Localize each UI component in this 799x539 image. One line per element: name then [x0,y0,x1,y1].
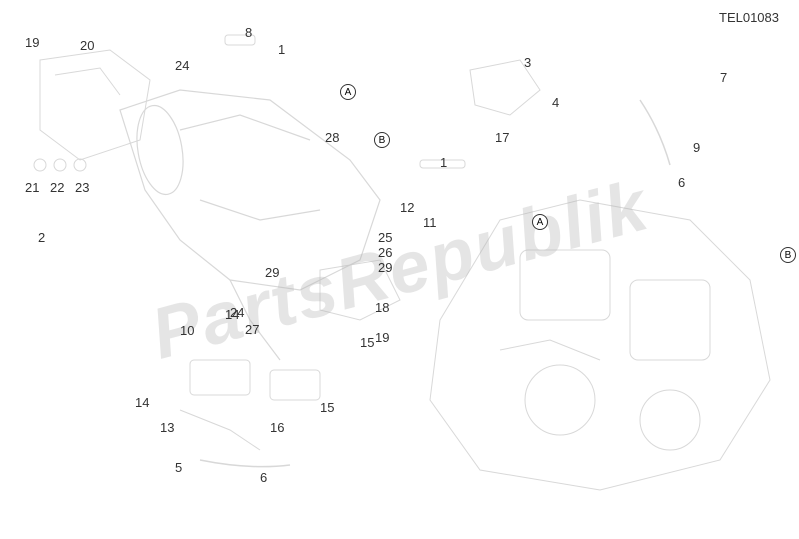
callout-14: 14 [225,307,239,322]
callout-28: 28 [325,130,339,145]
callout-6: 6 [678,175,685,190]
detail-label-A: A [532,214,548,230]
callout-22: 22 [50,180,64,195]
detail-label-A: A [340,84,356,100]
callout-5: 5 [175,460,182,475]
callout-7: 7 [720,70,727,85]
callout-4: 4 [552,95,559,110]
callout-17: 17 [495,130,509,145]
callout-27: 27 [245,322,259,337]
callout-12: 12 [400,200,414,215]
detail-label-B: B [780,247,796,263]
callout-13: 13 [160,420,174,435]
callout-24: 24 [175,58,189,73]
callout-1: 1 [440,155,447,170]
callout-25: 25 [378,230,392,245]
detail-label-B: B [374,132,390,148]
callout-29: 29 [378,260,392,275]
callout-15: 15 [320,400,334,415]
callout-9: 9 [693,140,700,155]
diagram-container: PartsRepublik TEL01083 12345667891011121… [0,0,799,539]
callout-16: 16 [270,420,284,435]
frame-sketch [0,0,799,539]
callout-19: 19 [25,35,39,50]
callout-14: 14 [135,395,149,410]
callout-20: 20 [80,38,94,53]
callout-18: 18 [375,300,389,315]
reference-code: TEL01083 [719,10,779,25]
callout-15: 15 [360,335,374,350]
callout-11: 11 [423,215,437,230]
callout-26: 26 [378,245,392,260]
callout-8: 8 [245,25,252,40]
callout-6: 6 [260,470,267,485]
callout-3: 3 [524,55,531,70]
callout-2: 2 [38,230,45,245]
callout-10: 10 [180,323,194,338]
callout-21: 21 [25,180,39,195]
callout-29: 29 [265,265,279,280]
callout-19: 19 [375,330,389,345]
callout-23: 23 [75,180,89,195]
callout-1: 1 [278,42,285,57]
